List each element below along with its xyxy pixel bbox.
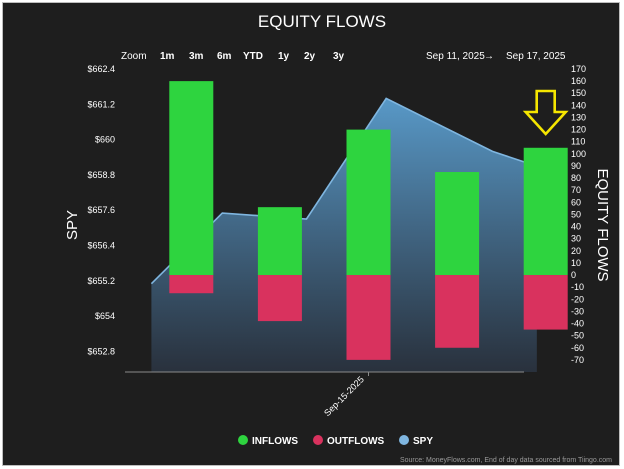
- right-tick-label: 60: [571, 197, 581, 207]
- zoom-button-6m[interactable]: 6m: [217, 51, 232, 62]
- equity-flows-chart: EQUITY FLOWS Zoom 1m 3m 6m YTD 1y 2y 3y Sep 11…: [64, 12, 612, 464]
- zoom-button-2y[interactable]: 2y: [304, 51, 316, 62]
- zoom-button-3y[interactable]: 3y: [333, 51, 345, 62]
- zoom-buttons: 1m 3m 6m YTD 1y 2y 3y: [160, 51, 345, 62]
- left-axis-ticks: $662.4 $661.2 $660 $658.8 $657.6 $656.4 $655.2…: [87, 64, 115, 356]
- zoom-label: Zoom: [121, 51, 147, 62]
- left-axis-title: SPY: [64, 210, 81, 240]
- right-tick-label: 20: [571, 246, 581, 256]
- zoom-button-3m[interactable]: 3m: [189, 51, 204, 62]
- right-tick-label: -50: [571, 331, 584, 341]
- x-tick-label: Sep-15-2025: [322, 374, 366, 418]
- right-tick-label: -30: [571, 306, 584, 316]
- inflow-bar-1: [257, 207, 302, 276]
- legend-swatch-outflows: [313, 435, 323, 445]
- right-tick-label: 10: [571, 258, 581, 268]
- left-tick-label: $660: [95, 135, 115, 145]
- left-tick-label: $656.4: [87, 241, 115, 251]
- right-axis-ticks: 1701601501401301201101009080706050403020…: [571, 64, 586, 365]
- right-tick-label: 170: [571, 64, 586, 74]
- right-tick-label: 140: [571, 100, 586, 110]
- right-tick-label: 100: [571, 149, 586, 159]
- legend-label-outflows: OUTFLOWS: [327, 436, 385, 447]
- right-tick-label: 30: [571, 234, 581, 244]
- outflow-bar-3: [435, 275, 480, 348]
- chart-frame: EQUITY FLOWS Zoom 1m 3m 6m YTD 1y 2y 3y Sep 11…: [2, 2, 620, 466]
- right-tick-label: 90: [571, 161, 581, 171]
- legend-swatch-spy: [399, 435, 409, 445]
- legend-item-outflows[interactable]: OUTFLOWS: [313, 435, 385, 447]
- chart-title: EQUITY FLOWS: [258, 12, 386, 31]
- right-tick-label: 80: [571, 173, 581, 183]
- legend-swatch-inflows: [238, 435, 248, 445]
- flow-bars: [169, 81, 568, 360]
- range-end[interactable]: Sep 17, 2025: [506, 51, 566, 62]
- legend-item-spy[interactable]: SPY: [399, 435, 433, 447]
- outflow-bar-1: [257, 275, 302, 322]
- highlight-annotations: [522, 89, 569, 136]
- range-arrow-icon: →: [484, 51, 494, 62]
- outflow-bar-4: [523, 275, 568, 330]
- right-tick-label: 70: [571, 185, 581, 195]
- right-tick-label: 130: [571, 112, 586, 122]
- right-tick-label: 0: [571, 270, 576, 280]
- left-tick-label: $655.2: [87, 276, 115, 286]
- right-tick-label: -70: [571, 355, 584, 365]
- right-tick-label: 160: [571, 76, 586, 86]
- inflow-bar-2: [346, 129, 391, 276]
- left-tick-label: $661.2: [87, 99, 115, 109]
- zoom-button-1y[interactable]: 1y: [278, 51, 290, 62]
- right-tick-label: 120: [571, 125, 586, 135]
- right-tick-label: -60: [571, 343, 584, 353]
- legend-item-inflows[interactable]: INFLOWS: [238, 435, 298, 447]
- outflow-bar-0: [169, 275, 214, 294]
- right-tick-label: -20: [571, 294, 584, 304]
- right-tick-label: 50: [571, 209, 581, 219]
- left-tick-label: $662.4: [87, 64, 115, 74]
- right-tick-label: -10: [571, 282, 584, 292]
- right-axis-title: EQUITY FLOWS: [594, 168, 611, 281]
- right-tick-label: -40: [571, 319, 584, 329]
- right-tick-label: 40: [571, 222, 581, 232]
- zoom-button-1m[interactable]: 1m: [160, 51, 175, 62]
- right-tick-label: 150: [571, 88, 586, 98]
- left-tick-label: $658.8: [87, 170, 115, 180]
- outflow-bar-2: [346, 275, 391, 360]
- legend-label-inflows: INFLOWS: [252, 436, 298, 447]
- highlight-down-arrow-icon: [522, 89, 569, 136]
- x-axis-ticks: Sep-15-2025: [322, 372, 369, 418]
- left-tick-label: $654: [95, 311, 115, 321]
- source-note: Source: MoneyFlows.com, End of day data …: [400, 457, 612, 464]
- inflow-bar-0: [169, 81, 214, 276]
- right-tick-label: 110: [571, 137, 585, 147]
- zoom-button-ytd[interactable]: YTD: [243, 51, 263, 62]
- chart-legend: INFLOWS OUTFLOWS SPY: [238, 435, 433, 447]
- left-tick-label: $652.8: [87, 346, 115, 356]
- range-start[interactable]: Sep 11, 2025: [426, 51, 485, 62]
- inflow-bar-4: [523, 147, 568, 276]
- inflow-bar-3: [435, 172, 480, 276]
- legend-label-spy: SPY: [413, 436, 433, 447]
- left-tick-label: $657.6: [87, 205, 115, 215]
